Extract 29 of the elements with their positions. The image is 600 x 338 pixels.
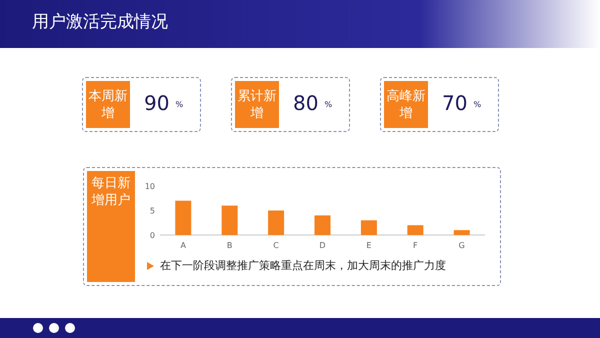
bar — [268, 210, 284, 235]
y-tick-label: 0 — [150, 231, 155, 240]
text: % — [324, 100, 332, 110]
x-tick-label: D — [319, 241, 326, 250]
x-tick-label: C — [273, 241, 280, 250]
category-label: 高峰新增 — [384, 81, 428, 128]
data-label: 70 — [442, 91, 468, 115]
text: 在下一阶段调整推广策略重点在周末，加大周末的推广力度 — [160, 258, 446, 273]
chart-title: 每日新增用户 — [87, 171, 135, 282]
bar — [407, 225, 424, 235]
bar — [454, 230, 470, 235]
text: 用户激活完成情况 — [32, 11, 168, 33]
bar — [175, 200, 192, 235]
category-label: 本周新增 — [86, 81, 130, 128]
bar — [360, 220, 377, 235]
text: % — [473, 100, 482, 110]
text: % — [175, 100, 184, 110]
y-tick-label: 10 — [144, 182, 155, 191]
data-label: 90 — [144, 91, 170, 115]
x-tick-label: E — [366, 241, 372, 250]
x-tick-label: B — [226, 241, 232, 250]
x-tick-label: F — [413, 241, 418, 250]
category-label: 累计新增 — [235, 81, 279, 128]
bar — [314, 215, 330, 235]
x-tick-label: G — [458, 241, 465, 250]
x-tick-label: A — [180, 241, 186, 250]
y-tick-label: 5 — [150, 206, 155, 216]
data-label: 80 — [293, 91, 318, 115]
bar — [222, 206, 238, 235]
